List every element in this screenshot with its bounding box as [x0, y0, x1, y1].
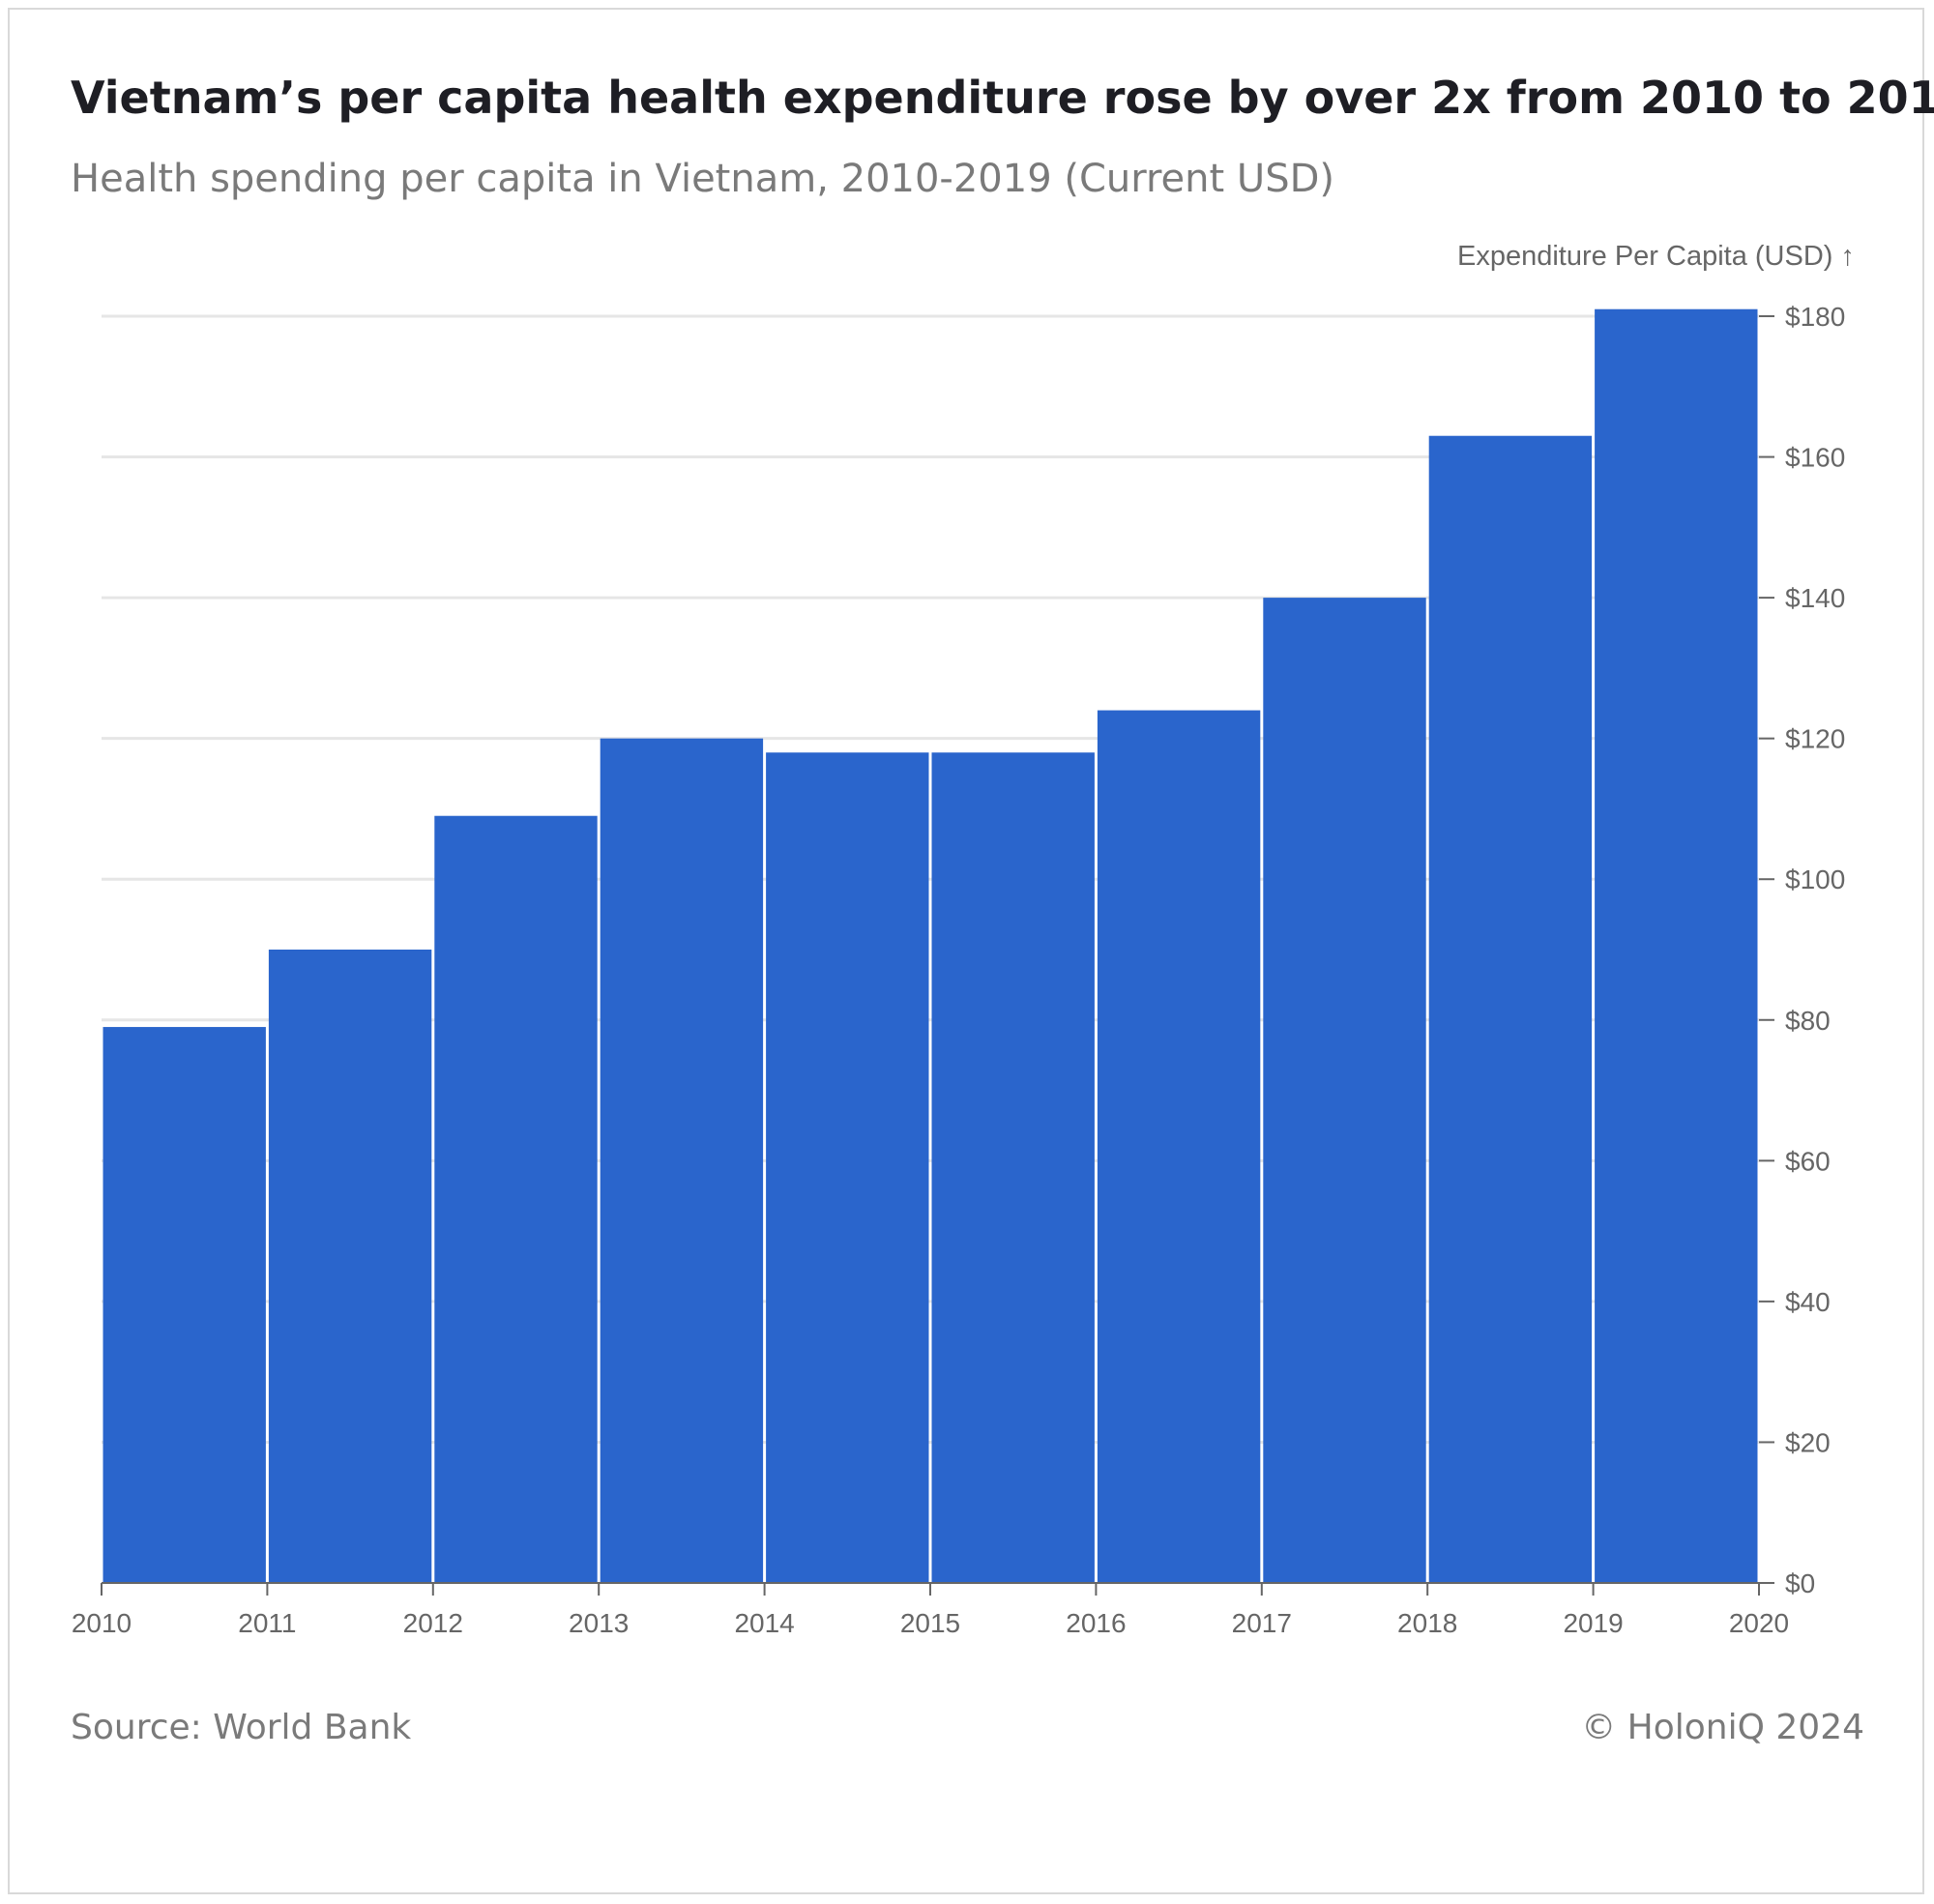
y-tick-label: $20 — [1785, 1427, 1831, 1457]
x-tick-label: 2016 — [1066, 1608, 1126, 1638]
x-tick-label: 2011 — [238, 1608, 296, 1638]
x-tick-label: 2018 — [1397, 1608, 1457, 1638]
bar-2015 — [931, 752, 1095, 1583]
chart-title: Vietnam’s per capita health expenditure … — [71, 72, 1934, 124]
bar-2010 — [103, 1027, 266, 1583]
bars — [103, 308, 1758, 1584]
x-tick-label: 2013 — [569, 1608, 629, 1638]
x-tick-label: 2020 — [1729, 1608, 1789, 1638]
y-tick-label: $160 — [1785, 443, 1845, 473]
bar-2018 — [1428, 435, 1593, 1584]
source-note: Source: World Bank — [71, 1708, 412, 1747]
y-tick-label: $40 — [1785, 1287, 1831, 1317]
y-tick-label: $60 — [1785, 1146, 1831, 1176]
bar-2014 — [766, 752, 929, 1583]
bar-2013 — [600, 738, 764, 1583]
y-axis-title: Expenditure Per Capita (USD) ↑ — [1457, 241, 1855, 272]
bar-2016 — [1097, 710, 1261, 1583]
x-tick-label: 2019 — [1563, 1608, 1623, 1638]
y-tick-label: $120 — [1785, 724, 1845, 754]
y-tick-label: $180 — [1785, 302, 1845, 332]
x-tick-label: 2010 — [72, 1608, 132, 1638]
x-tick-label: 2012 — [403, 1608, 463, 1638]
copyright-note: © HoloniQ 2024 — [1581, 1708, 1864, 1747]
x-tick-label: 2017 — [1232, 1608, 1292, 1638]
bar-2011 — [268, 950, 432, 1583]
y-tick-label: $140 — [1785, 583, 1845, 613]
y-tick-label: $0 — [1785, 1568, 1815, 1598]
bar-2012 — [434, 815, 598, 1583]
x-tick-label: 2014 — [734, 1608, 794, 1638]
bar-2017 — [1263, 598, 1426, 1583]
y-tick-label: $80 — [1785, 1006, 1831, 1036]
x-tick-label: 2015 — [900, 1608, 960, 1638]
y-tick-label: $100 — [1785, 864, 1845, 894]
axes: $0 $20 $40 $60 $80 $100 $120 $140 $160 $180 2010 20… — [72, 302, 1845, 1638]
bar-2019 — [1595, 308, 1758, 1584]
chart-subtitle: Health spending per capita in Vietnam, 2… — [71, 157, 1334, 201]
